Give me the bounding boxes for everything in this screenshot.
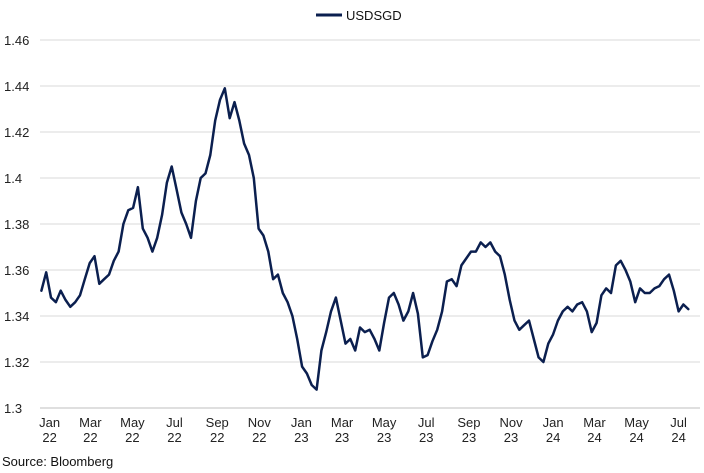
x-tick-label: Sep 23	[457, 415, 480, 445]
x-tick-label: May 22	[120, 415, 145, 445]
y-tick-label: 1.38	[4, 217, 29, 232]
x-tick-label: May 23	[372, 415, 397, 445]
x-tick-label: Sep 22	[206, 415, 229, 445]
series-line-usdsgd	[40, 87, 690, 391]
x-tick-label: Jan 23	[291, 415, 312, 445]
x-axis-ticks: Jan 22 Mar 22 May 22 Jul 22 Sep 22 Nov 22 Jan 23 Mar 23…	[39, 415, 687, 445]
legend: USDSGD	[316, 8, 402, 23]
x-tick-label: Nov 22	[248, 415, 272, 445]
x-tick-label: Jan 22	[39, 415, 60, 445]
x-tick-label: Nov 23	[499, 415, 523, 445]
y-tick-label: 1.36	[4, 263, 29, 278]
y-tick-label: 1.3	[4, 401, 22, 416]
y-axis-ticks: 1.3 1.32 1.34 1.36 1.38 1.4 1.42 1.44 1.46	[4, 33, 29, 416]
y-tick-label: 1.44	[4, 79, 29, 94]
x-tick-label: Jul 22	[166, 415, 183, 445]
grid-lines	[40, 39, 700, 409]
y-tick-label: 1.42	[4, 125, 29, 140]
x-tick-label: Mar 24	[583, 415, 606, 445]
y-tick-label: 1.32	[4, 355, 29, 370]
x-tick-label: May 24	[624, 415, 649, 445]
x-tick-label: Jul 23	[418, 415, 435, 445]
legend-label-usdsgd: USDSGD	[346, 8, 402, 23]
x-tick-label: Jul 24	[670, 415, 687, 445]
y-tick-label: 1.46	[4, 33, 29, 48]
x-tick-label: Mar 23	[331, 415, 354, 445]
series-layer	[40, 87, 690, 391]
y-tick-label: 1.4	[4, 171, 22, 186]
x-tick-label: Mar 22	[79, 415, 102, 445]
y-tick-label: 1.34	[4, 309, 29, 324]
x-tick-label: Jan 24	[543, 415, 564, 445]
source-note: Source: Bloomberg	[2, 454, 113, 469]
